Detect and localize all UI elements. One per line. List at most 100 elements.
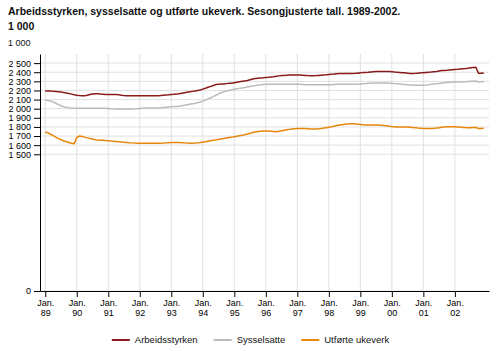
y-tick-mark [34,109,40,110]
y-tick-label: 1 600 [8,141,31,151]
y-tick-mark [34,145,40,146]
x-tick-label-line: 97 [293,308,303,318]
x-tick-label-line: 89 [41,308,51,318]
x-tick-label-line: Jan. [258,298,275,308]
x-tick-label-line: Jan. [37,298,54,308]
x-tick: Jan.95 [226,291,243,318]
legend-swatch [112,339,130,341]
grid-line-y [40,90,489,91]
grid-line-x [76,54,77,291]
lines [45,67,483,143]
grid [40,54,489,291]
grid-line-x [171,54,172,291]
x-tick-mark [203,291,204,297]
grid-line-x [454,54,455,291]
x-tick-label: Jan.89 [37,298,54,318]
x-tick-label-line: Jan. [447,298,464,308]
y-tick-label: 1 800 [8,122,31,132]
grid-line-x [139,54,140,291]
x-tick-label: Jan.97 [289,298,306,318]
x-tick-label: Jan.01 [415,298,432,318]
x-tick-label: Jan.94 [195,298,212,318]
legend-swatch [301,339,319,341]
y-tick: 2 000 [8,104,40,114]
y-tick: 2 200 [8,86,40,96]
x-tick-label-line: 00 [387,308,397,318]
x-tick-mark [360,291,361,297]
x-tick-label-line: Jan. [195,298,212,308]
x-tick-label-line: 96 [261,308,271,318]
y-axis: 0 1 5001 6001 7001 8001 9002 0002 1002 20… [8,55,40,297]
y-tick: 1 500 [8,150,40,160]
x-tick-label: Jan.00 [384,298,401,318]
x-tick: Jan.00 [384,291,401,318]
y-tick-mark [34,118,40,119]
x-axis: Jan.89Jan.90Jan.91Jan.92Jan.93Jan.94Jan.… [37,291,489,318]
x-tick-mark [455,291,456,297]
x-tick-label: Jan.90 [69,298,86,318]
legend-swatch [214,339,232,341]
y-tick-label: 1 500 [8,150,31,160]
x-tick-label-line: Jan. [289,298,306,308]
y-tick-label: 2 100 [8,95,31,105]
grid-line-x [297,54,298,291]
x-tick-mark [234,291,235,297]
x-tick-label-line: 99 [356,308,366,318]
chart: Arbeidsstyrken, sysselsatte og utførte u… [0,0,501,351]
x-tick: Jan.98 [321,291,338,318]
x-tick-label: Jan.92 [132,298,149,318]
x-tick-label-line: Jan. [163,298,180,308]
y-tick-label: 0 [26,286,31,296]
x-tick-label-line: 95 [230,308,240,318]
y-tick-mark [34,81,40,82]
grid-line-y [40,81,489,82]
x-tick-mark [108,291,109,297]
x-tick: Jan.92 [132,291,149,318]
x-tick-label-line: Jan. [384,298,401,308]
grid-line-x [45,54,46,291]
y-tick: 2 100 [8,95,40,105]
y-tick-label: 2 500 [8,58,31,68]
y-tick-label: 2 400 [8,68,31,78]
y-tick-mark [34,100,40,101]
x-tick-label-line: 98 [324,308,334,318]
y-tick-label: 1 900 [8,113,31,123]
y-tick-label: 1 700 [8,131,31,141]
grid-line-x [423,54,424,291]
y-axis-label: 1 000 [8,38,31,48]
legend-label: Utførte ukeverk [324,334,389,345]
x-tick-label-line: Jan. [415,298,432,308]
series-line [45,81,483,109]
x-tick-label: Jan.91 [100,298,117,318]
x-tick: Jan.90 [69,291,86,318]
y-tick: 1 600 [8,141,40,151]
x-tick-label-line: 91 [104,308,114,318]
x-tick-label-line: 90 [72,308,82,318]
x-tick-label: Jan.93 [163,298,180,318]
x-tick-mark [392,291,393,297]
grid-line-y [40,145,489,146]
x-axis-line [41,291,490,292]
x-tick: Jan.93 [163,291,180,318]
grid-line-y [40,63,489,64]
x-tick-mark [266,291,267,297]
subtitle: 1 000 [8,20,34,32]
y-tick-mark [34,90,40,91]
x-tick: Jan.99 [352,291,369,318]
x-tick-mark [297,291,298,297]
x-tick-label-line: Jan. [321,298,338,308]
y-tick: 2 400 [8,68,40,78]
grid-line-x [265,54,266,291]
y-tick-label: 2 000 [8,104,31,114]
y-tick-mark [34,127,40,128]
x-tick-label-line: 01 [419,308,429,318]
y-tick: 2 500 [8,58,40,68]
x-tick-label-line: Jan. [132,298,149,308]
legend-item: Arbeidsstyrken [112,334,198,345]
legend: ArbeidsstyrkenSysselsatteUtførte ukeverk [112,334,390,345]
legend-item: Utførte ukeverk [301,334,389,345]
grid-line-x [391,54,392,291]
title: Arbeidsstyrken, sysselsatte og utførte u… [8,5,400,17]
grid-line-y [40,291,489,292]
x-tick-label-line: Jan. [226,298,243,308]
